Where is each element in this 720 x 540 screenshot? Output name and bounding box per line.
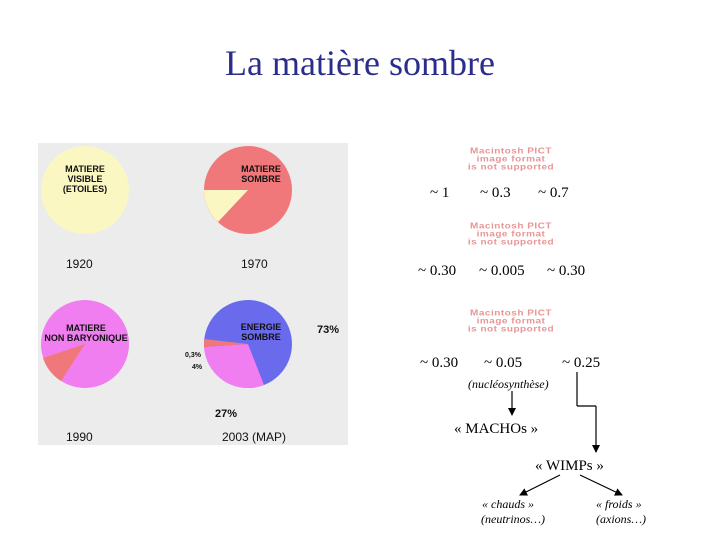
pie-1990-slice: [43, 344, 85, 381]
row2-value-1: ~ 0.30: [418, 263, 457, 279]
pict-line: image format: [476, 155, 546, 164]
pie-2003-label-line: SOMBRE: [241, 332, 281, 342]
row1-value-2: ~ 0.3: [480, 185, 511, 201]
pct-27: 27%: [215, 408, 238, 420]
pict-placeholder-1: Macintosh PICT image format is not suppo…: [432, 147, 590, 175]
pie-1970-label-line: MATIERE: [241, 164, 281, 174]
neutrinos-label: (neutrinos…): [481, 512, 545, 526]
pie-1970-slice: [204, 190, 248, 222]
pie-1990-label-line: NON BARYONIQUE: [44, 333, 128, 343]
row3-value-2: ~ 0.05: [484, 355, 523, 371]
machos-label: « MACHOs »: [454, 421, 539, 437]
year-2003: 2003 (MAP): [222, 430, 287, 444]
row3-value-3: ~ 0.25: [562, 355, 601, 371]
pie-1920-disc: [41, 146, 129, 234]
row2-value-2: ~ 0.005: [479, 263, 525, 279]
pict-line: image format: [476, 317, 546, 326]
pie-1920-label-line: MATIERE: [65, 164, 105, 174]
pict-line: Macintosh PICT: [469, 309, 552, 318]
pie-1920-label-line: VISIBLE: [67, 174, 103, 184]
year-1920: 1920: [66, 257, 93, 271]
pict-placeholder-2: Macintosh PICT image format is not suppo…: [432, 222, 590, 250]
pict-line: is not supported: [467, 325, 555, 334]
chauds-label: « chauds »: [482, 497, 534, 511]
pie-1920: [41, 146, 129, 234]
axions-label: (axions…): [596, 512, 646, 526]
pie-2003-slice-small: [204, 339, 248, 347]
pie-2003-label-line: ENERGIE: [240, 322, 282, 332]
pct-73: 73%: [317, 324, 340, 336]
year-1970: 1970: [241, 257, 268, 271]
pie-2003: [204, 300, 292, 389]
slide-title: La matière sombre: [225, 43, 495, 83]
pie-2003-slice: [204, 344, 264, 389]
row1-value-1: ~ 1: [430, 185, 450, 201]
arrow-to-froids: [579, 474, 623, 496]
pie-1920-label-line: (ETOILES): [62, 184, 108, 194]
pie-1990: [41, 300, 129, 388]
pie-1970: [204, 146, 292, 234]
pct-0-3: 0,3%: [185, 352, 201, 359]
pict-line: Macintosh PICT: [469, 222, 552, 231]
pct-4: 4%: [192, 364, 203, 371]
froids-label: « froids »: [596, 497, 642, 511]
pie-charts-panel: MATIERE VISIBLE (ETOILES) 1920 MATIERE S…: [38, 143, 348, 445]
arrow-to-chauds: [519, 474, 561, 496]
pict-placeholder-3: Macintosh PICT image format is not suppo…: [432, 309, 590, 337]
pie-1970-label-line: SOMBRE: [241, 174, 281, 184]
nucleosynthese-note: (nucléosynthèse): [468, 377, 549, 391]
pie-1990-label: MATIERE NON BARYONIQUE: [38, 323, 134, 343]
pict-line: image format: [476, 230, 546, 239]
pie-2003-label: ENERGIE SOMBRE: [231, 322, 291, 342]
pict-line: is not supported: [467, 163, 555, 172]
pict-line: Macintosh PICT: [469, 147, 552, 156]
pie-1990-label-line: MATIERE: [66, 323, 106, 333]
row2-value-3: ~ 0.30: [547, 263, 586, 279]
year-1990: 1990: [66, 430, 93, 444]
wimps-label: « WIMPs »: [535, 458, 604, 474]
row1-value-3: ~ 0.7: [538, 185, 569, 201]
row3-value-1: ~ 0.30: [420, 355, 459, 371]
pie-1920-label: MATIERE VISIBLE (ETOILES): [55, 164, 115, 194]
pie-1970-label: MATIERE SOMBRE: [231, 164, 291, 184]
pict-line: is not supported: [467, 238, 555, 247]
